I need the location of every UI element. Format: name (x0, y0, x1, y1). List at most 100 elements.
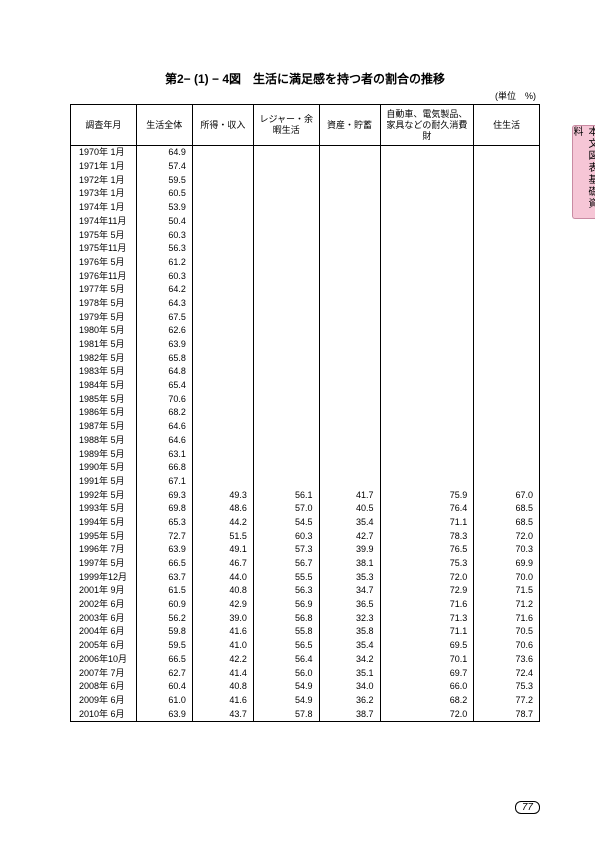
period-cell: 1975年 5月 (71, 229, 137, 243)
value-cell (474, 338, 540, 352)
value-cell: 68.2 (136, 406, 192, 420)
period-cell: 1972年 1月 (71, 174, 137, 188)
value-cell: 69.3 (136, 489, 192, 503)
value-cell: 56.5 (253, 639, 319, 653)
value-cell (474, 352, 540, 366)
table-row: 2004年 6月59.841.655.835.871.170.5 (71, 625, 540, 639)
period-cell: 2001年 9月 (71, 584, 137, 598)
value-cell: 70.6 (474, 639, 540, 653)
value-cell (474, 365, 540, 379)
value-cell: 75.3 (474, 680, 540, 694)
table-row: 2003年 6月56.239.056.832.371.371.6 (71, 612, 540, 626)
value-cell (192, 187, 253, 201)
period-cell: 1996年 7月 (71, 543, 137, 557)
value-cell (253, 215, 319, 229)
value-cell (253, 324, 319, 338)
table-row: 1990年 5月66.8 (71, 461, 540, 475)
table-row: 1980年 5月62.6 (71, 324, 540, 338)
value-cell (474, 270, 540, 284)
table-row: 1981年 5月63.9 (71, 338, 540, 352)
value-cell (380, 365, 474, 379)
value-cell: 65.8 (136, 352, 192, 366)
value-cell (474, 393, 540, 407)
value-cell: 63.7 (136, 571, 192, 585)
value-cell (253, 283, 319, 297)
value-cell (319, 448, 380, 462)
period-cell: 1997年 5月 (71, 557, 137, 571)
value-cell (253, 393, 319, 407)
value-cell: 78.3 (380, 530, 474, 544)
table-row: 1979年 5月67.5 (71, 311, 540, 325)
value-cell: 56.2 (136, 612, 192, 626)
value-cell (380, 406, 474, 420)
table-body: 1970年 1月64.91971年 1月57.41972年 1月59.51973… (71, 146, 540, 722)
value-cell (380, 256, 474, 270)
value-cell: 56.3 (253, 584, 319, 598)
value-cell: 35.8 (319, 625, 380, 639)
value-cell: 41.6 (192, 625, 253, 639)
value-cell: 67.1 (136, 475, 192, 489)
value-cell (253, 352, 319, 366)
value-cell: 41.7 (319, 489, 380, 503)
value-cell (192, 420, 253, 434)
value-cell (474, 187, 540, 201)
table-row: 2009年 6月61.041.654.936.268.277.2 (71, 694, 540, 708)
period-cell: 2002年 6月 (71, 598, 137, 612)
value-cell: 73.6 (474, 653, 540, 667)
value-cell (380, 434, 474, 448)
value-cell: 63.9 (136, 338, 192, 352)
period-cell: 1989年 5月 (71, 448, 137, 462)
table-row: 1995年 5月72.751.560.342.778.372.0 (71, 530, 540, 544)
value-cell (319, 187, 380, 201)
value-cell: 60.9 (136, 598, 192, 612)
value-cell: 35.4 (319, 516, 380, 530)
value-cell (319, 270, 380, 284)
value-cell: 44.2 (192, 516, 253, 530)
table-row: 1994年 5月65.344.254.535.471.168.5 (71, 516, 540, 530)
value-cell (253, 461, 319, 475)
value-cell (192, 338, 253, 352)
table-header-row: 調査年月生活全体所得・収入レジャー・余暇生活資産・貯蓄自動車、電気製品、家具など… (71, 105, 540, 146)
value-cell (474, 215, 540, 229)
value-cell (380, 297, 474, 311)
value-cell (319, 256, 380, 270)
value-cell (380, 475, 474, 489)
period-cell: 2004年 6月 (71, 625, 137, 639)
value-cell (474, 420, 540, 434)
value-cell: 71.1 (380, 625, 474, 639)
value-cell (253, 146, 319, 160)
table-row: 1975年11月56.3 (71, 242, 540, 256)
value-cell (380, 201, 474, 215)
value-cell (380, 242, 474, 256)
value-cell (319, 215, 380, 229)
period-cell: 1990年 5月 (71, 461, 137, 475)
value-cell: 66.5 (136, 557, 192, 571)
value-cell (474, 406, 540, 420)
value-cell (319, 434, 380, 448)
period-cell: 1974年 1月 (71, 201, 137, 215)
value-cell: 66.8 (136, 461, 192, 475)
period-cell: 1985年 5月 (71, 393, 137, 407)
value-cell (253, 229, 319, 243)
period-cell: 2005年 6月 (71, 639, 137, 653)
value-cell (253, 420, 319, 434)
value-cell: 62.6 (136, 324, 192, 338)
value-cell: 46.7 (192, 557, 253, 571)
table-row: 1975年 5月60.3 (71, 229, 540, 243)
value-cell (192, 365, 253, 379)
table-row: 1976年11月60.3 (71, 270, 540, 284)
value-cell: 38.1 (319, 557, 380, 571)
value-cell: 56.0 (253, 667, 319, 681)
value-cell: 76.5 (380, 543, 474, 557)
value-cell (474, 201, 540, 215)
value-cell: 64.6 (136, 434, 192, 448)
value-cell (192, 393, 253, 407)
period-cell: 1976年 5月 (71, 256, 137, 270)
value-cell (192, 448, 253, 462)
value-cell (380, 324, 474, 338)
value-cell: 41.4 (192, 667, 253, 681)
period-cell: 1993年 5月 (71, 502, 137, 516)
value-cell (192, 324, 253, 338)
value-cell: 72.0 (380, 571, 474, 585)
table-row: 1973年 1月60.5 (71, 187, 540, 201)
